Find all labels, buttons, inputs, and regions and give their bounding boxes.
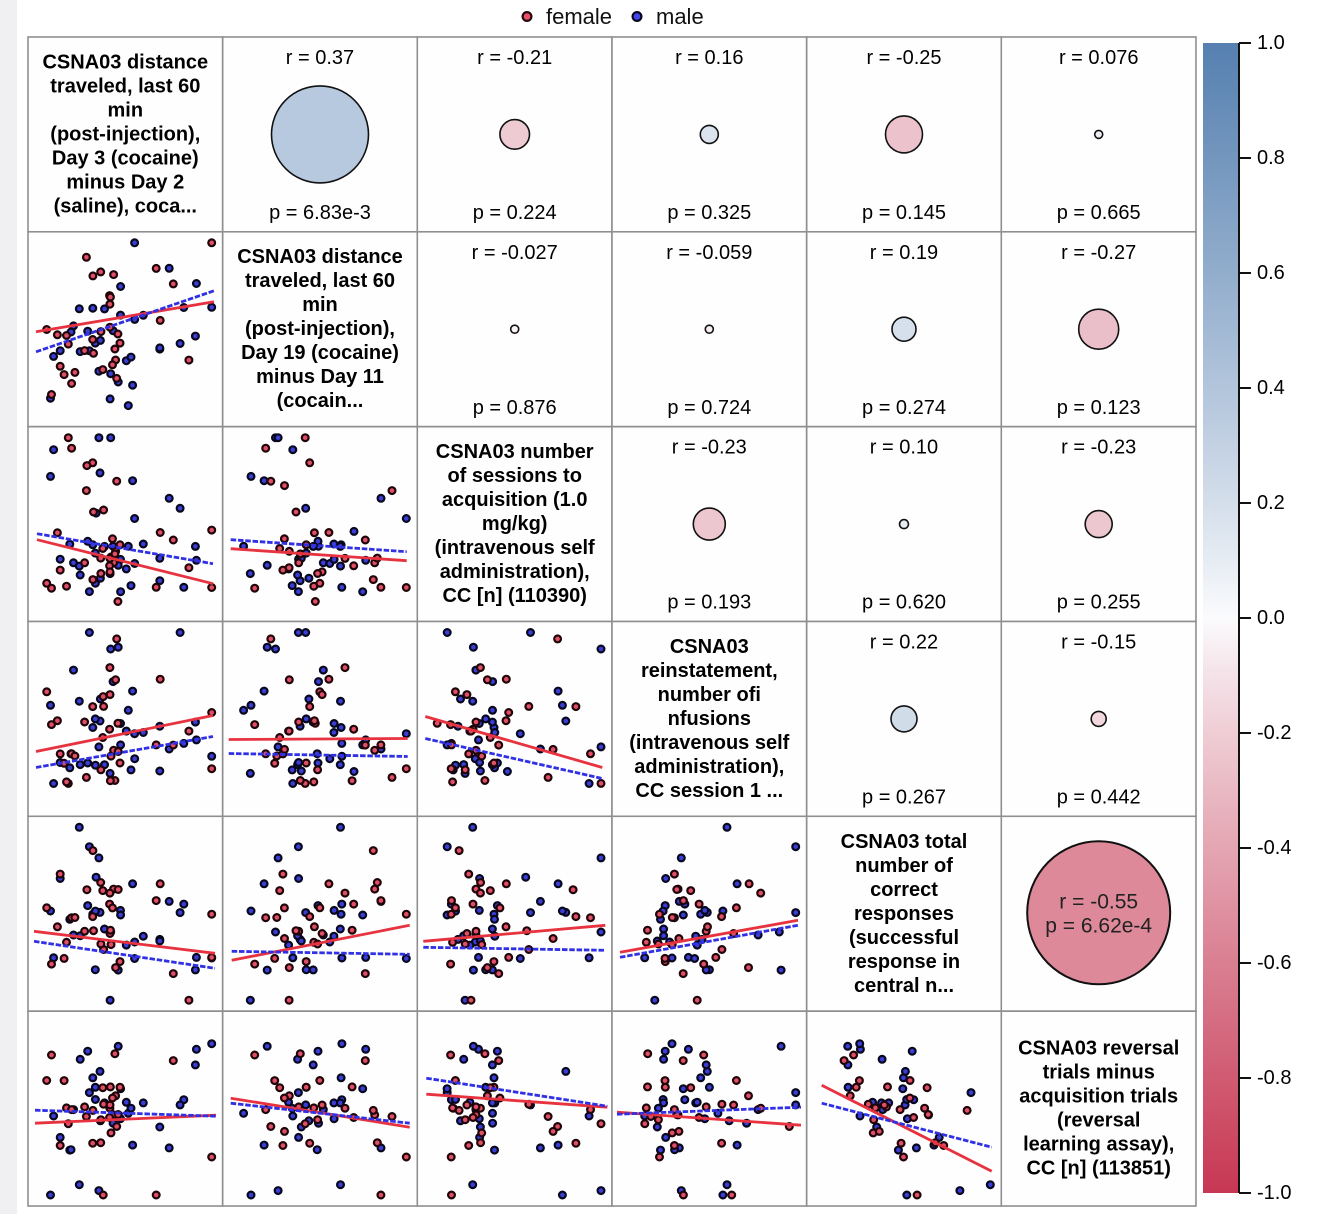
svg-text:acquisition (1.0: acquisition (1.0 (442, 489, 588, 511)
svg-text:(post-injection),: (post-injection), (50, 123, 200, 145)
svg-text:0.0: 0.0 (1257, 607, 1285, 629)
svg-text:r = 0.37: r = 0.37 (286, 47, 354, 69)
svg-text:p = 0.724: p = 0.724 (667, 397, 751, 419)
svg-text:of sessions to: of sessions to (447, 465, 581, 487)
svg-text:p = 0.267: p = 0.267 (862, 787, 946, 809)
svg-text:p = 0.193: p = 0.193 (667, 592, 751, 614)
svg-text:trials minus: trials minus (1043, 1062, 1155, 1084)
svg-text:(saline), coca...: (saline), coca... (54, 195, 197, 217)
svg-text:p = 6.83e-3: p = 6.83e-3 (269, 202, 371, 224)
svg-text:0.8: 0.8 (1257, 147, 1285, 169)
svg-text:learning assay),: learning assay), (1023, 1134, 1174, 1156)
svg-text:r = -0.23: r = -0.23 (672, 437, 747, 459)
svg-text:r = 0.16: r = 0.16 (675, 47, 743, 69)
svg-text:-0.8: -0.8 (1257, 1067, 1291, 1089)
svg-text:-0.4: -0.4 (1257, 837, 1291, 859)
svg-text:p = 0.442: p = 0.442 (1057, 787, 1141, 809)
svg-text:p = 0.876: p = 0.876 (473, 397, 557, 419)
svg-text:number of: number of (855, 855, 953, 877)
svg-text:responses: responses (854, 903, 954, 925)
svg-text:male: male (656, 4, 704, 29)
svg-text:r = 0.076: r = 0.076 (1059, 47, 1139, 69)
svg-text:p = 0.620: p = 0.620 (862, 592, 946, 614)
svg-text:(successful: (successful (849, 927, 959, 949)
svg-text:r = -0.27: r = -0.27 (1061, 242, 1136, 264)
svg-text:traveled, last 60: traveled, last 60 (245, 270, 395, 292)
svg-text:-1.0: -1.0 (1257, 1182, 1291, 1204)
svg-text:Day 3 (cocaine): Day 3 (cocaine) (52, 147, 199, 169)
svg-text:CSNA03 distance: CSNA03 distance (42, 51, 208, 73)
svg-text:(intravenous self: (intravenous self (629, 732, 789, 754)
svg-text:0.6: 0.6 (1257, 262, 1285, 284)
svg-text:CC session 1 ...: CC session 1 ... (635, 780, 783, 802)
svg-text:r = -0.25: r = -0.25 (866, 47, 941, 69)
svg-text:administration),: administration), (440, 561, 590, 583)
svg-text:r = -0.21: r = -0.21 (477, 47, 552, 69)
svg-text:mg/kg): mg/kg) (482, 513, 548, 535)
svg-text:CSNA03 number: CSNA03 number (436, 441, 594, 463)
svg-text:p = 0.325: p = 0.325 (667, 202, 751, 224)
svg-text:r = 0.19: r = 0.19 (870, 242, 938, 264)
svg-text:(post-injection),: (post-injection), (245, 318, 395, 340)
svg-text:minus Day 11: minus Day 11 (256, 366, 384, 388)
svg-text:p = 0.665: p = 0.665 (1057, 202, 1141, 224)
svg-text:(cocain...: (cocain... (277, 390, 364, 412)
svg-text:p = 6.62e-4: p = 6.62e-4 (1045, 914, 1152, 937)
svg-text:nfusions: nfusions (668, 708, 751, 730)
svg-text:0.4: 0.4 (1257, 377, 1285, 399)
svg-text:response in: response in (848, 951, 960, 973)
svg-text:p = 0.145: p = 0.145 (862, 202, 946, 224)
svg-text:CSNA03: CSNA03 (670, 636, 749, 658)
svg-text:r = -0.23: r = -0.23 (1061, 437, 1136, 459)
svg-text:CC [n] (110390): CC [n] (110390) (442, 585, 587, 607)
svg-text:reinstatement,: reinstatement, (641, 660, 778, 682)
svg-text:p = 0.274: p = 0.274 (862, 397, 946, 419)
svg-text:r = -0.55: r = -0.55 (1059, 890, 1138, 913)
svg-text:r = -0.059: r = -0.059 (666, 242, 752, 264)
svg-text:-0.2: -0.2 (1257, 722, 1291, 744)
svg-text:Day 19 (cocaine): Day 19 (cocaine) (241, 342, 399, 364)
svg-text:number ofi: number ofi (658, 684, 761, 706)
svg-text:min: min (108, 99, 144, 121)
svg-text:(reversal: (reversal (1057, 1110, 1140, 1132)
svg-text:female: female (546, 4, 612, 29)
svg-text:CSNA03 total: CSNA03 total (841, 831, 968, 853)
svg-text:CSNA03 reversal: CSNA03 reversal (1018, 1038, 1179, 1060)
svg-text:minus Day 2: minus Day 2 (66, 171, 184, 193)
svg-text:1.0: 1.0 (1257, 32, 1285, 54)
svg-text:-0.6: -0.6 (1257, 952, 1291, 974)
svg-text:min: min (302, 294, 338, 316)
svg-text:r = -0.027: r = -0.027 (472, 242, 558, 264)
svg-text:0.2: 0.2 (1257, 492, 1285, 514)
svg-text:p = 0.255: p = 0.255 (1057, 592, 1141, 614)
svg-text:r = -0.15: r = -0.15 (1061, 632, 1136, 654)
svg-text:(intravenous self: (intravenous self (435, 537, 595, 559)
svg-text:r = 0.22: r = 0.22 (870, 632, 938, 654)
svg-text:r = 0.10: r = 0.10 (870, 437, 938, 459)
svg-text:central n...: central n... (854, 975, 954, 997)
svg-text:CC [n] (113851): CC [n] (113851) (1026, 1158, 1171, 1180)
svg-text:traveled, last 60: traveled, last 60 (50, 75, 200, 97)
svg-text:acquisition trials: acquisition trials (1019, 1086, 1178, 1108)
svg-text:CSNA03 distance: CSNA03 distance (237, 246, 403, 268)
svg-text:correct: correct (870, 879, 938, 901)
svg-text:p = 0.123: p = 0.123 (1057, 397, 1141, 419)
svg-text:administration),: administration), (634, 756, 784, 778)
svg-text:p = 0.224: p = 0.224 (473, 202, 557, 224)
